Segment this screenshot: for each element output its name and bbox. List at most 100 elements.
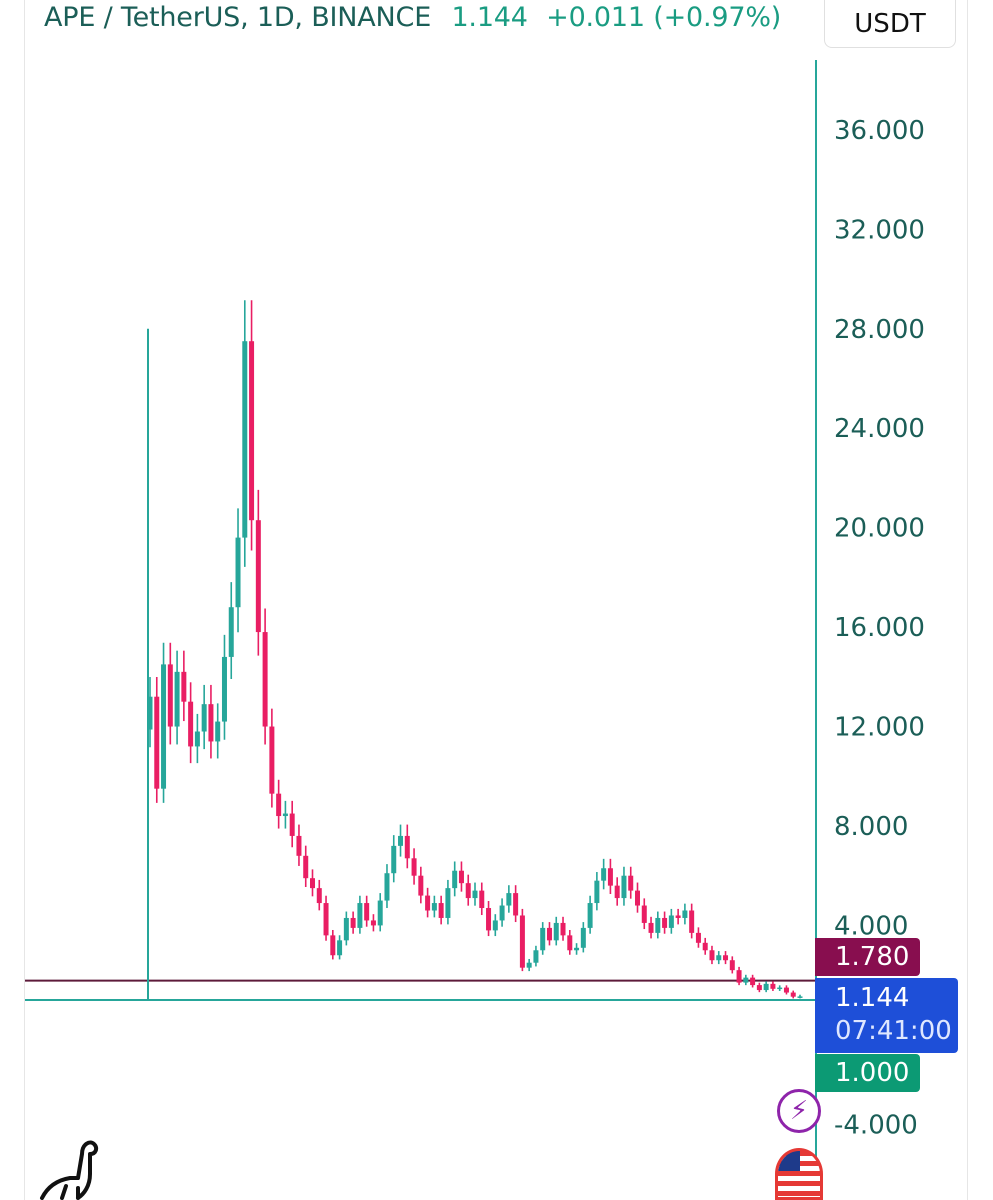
candle-body <box>343 917 349 941</box>
candle-body <box>282 813 288 817</box>
candle-body <box>594 880 600 904</box>
symbol-header[interactable]: APE / TetherUS, 1D, BINANCE 1.144 +0.011… <box>44 2 781 33</box>
candle-body <box>174 671 180 727</box>
candle-body <box>303 855 309 879</box>
candle-body <box>668 915 674 928</box>
candle-body <box>499 905 505 921</box>
y-tick-label: 36.000 <box>834 116 925 146</box>
candle-body <box>330 935 336 956</box>
candle-body <box>201 704 207 732</box>
candle-body <box>221 656 227 722</box>
candle-body <box>574 947 580 951</box>
candle-body <box>350 917 356 928</box>
candle-body <box>181 671 187 702</box>
candle-body <box>398 835 404 846</box>
candle-body <box>161 664 167 789</box>
candle-body <box>438 903 444 918</box>
y-tick-label: 8.000 <box>834 812 908 842</box>
chart-left-border <box>24 0 25 1200</box>
candle-body <box>560 922 566 936</box>
candle-body <box>337 940 343 956</box>
candle-body <box>729 960 735 971</box>
y-tick-label: 20.000 <box>834 514 925 544</box>
y-axis-ticks: 36.000 32.000 28.000 24.000 20.000 16.000 12.0… <box>834 116 925 1140</box>
candle-body <box>194 731 200 747</box>
lightning-bolt-icon[interactable]: ⚡ <box>777 1089 821 1133</box>
candle-body <box>513 893 519 916</box>
candle-body <box>242 341 248 538</box>
candle-body <box>167 664 173 727</box>
y-tick-label: 4.000 <box>834 911 908 941</box>
symbol-title: APE / TetherUS, 1D, BINANCE <box>44 2 432 33</box>
candle-body <box>154 696 160 789</box>
candle-body <box>377 900 383 926</box>
candle-body <box>458 870 464 884</box>
chart-right-border <box>967 0 968 1200</box>
candle-body <box>479 890 485 909</box>
candle-body <box>316 888 322 904</box>
candle-body <box>411 858 417 876</box>
candle-body <box>723 955 729 961</box>
candle-body <box>607 868 613 886</box>
candle-body <box>445 888 451 918</box>
candle-body <box>310 878 315 889</box>
candle-body <box>296 835 302 856</box>
candle-body <box>783 987 789 993</box>
candle-body <box>601 868 607 881</box>
candle-body <box>506 893 512 906</box>
candle-body <box>540 927 546 951</box>
candle-body <box>655 917 661 933</box>
candle-body <box>364 903 370 921</box>
candle-body <box>743 977 749 983</box>
candle-body <box>208 704 214 742</box>
candle-body <box>689 910 695 933</box>
candle-body <box>472 890 478 899</box>
candle-body <box>486 908 492 931</box>
candle-body <box>580 927 586 948</box>
y-tick-label: 32.000 <box>834 215 925 245</box>
currency-button[interactable]: USDT <box>824 0 956 48</box>
candle-body <box>567 935 573 951</box>
candle-body <box>662 917 668 928</box>
candle-body <box>533 950 539 963</box>
candle-body <box>215 721 221 742</box>
candle-body <box>797 996 803 998</box>
support-price-label: 1.000 <box>815 1054 920 1092</box>
candle-body <box>756 985 762 991</box>
candle-body <box>492 920 498 931</box>
candle-body <box>587 903 593 928</box>
candle-body <box>546 927 552 941</box>
candle-body <box>465 883 471 899</box>
candle-body <box>770 983 776 989</box>
candle-body <box>276 793 282 817</box>
candle-body <box>255 520 261 633</box>
candle-body <box>425 895 431 911</box>
candle-body <box>675 915 681 918</box>
candle-body <box>702 942 708 951</box>
candle-body <box>262 632 268 727</box>
candle-body <box>635 890 640 906</box>
candle-body <box>519 915 525 968</box>
candle-body <box>323 903 329 936</box>
candle-body <box>736 970 742 983</box>
candle-body <box>695 932 701 943</box>
y-tick-label: -4.000 <box>834 1110 918 1140</box>
candle-body <box>269 726 275 794</box>
price-change: +0.011 (+0.97%) <box>546 2 782 33</box>
candle-body <box>370 920 376 926</box>
bar-countdown: 07:41:00 <box>835 1016 952 1046</box>
candle-body <box>418 875 424 896</box>
y-tick-label: 12.000 <box>834 713 925 743</box>
candle-body <box>648 922 654 933</box>
candle-body <box>628 875 634 891</box>
candle-body <box>763 983 769 991</box>
y-tick-label: 16.000 <box>834 613 925 643</box>
candle-body <box>188 701 194 747</box>
reference-price-label: 1.780 <box>815 938 920 976</box>
candle-body <box>750 977 756 986</box>
candle-body <box>621 875 627 899</box>
last-price-value: 1.144 <box>835 983 910 1013</box>
y-tick-label: 24.000 <box>834 414 925 444</box>
last-price: 1.144 <box>451 2 528 33</box>
us-flag-icon[interactable] <box>775 1148 823 1200</box>
